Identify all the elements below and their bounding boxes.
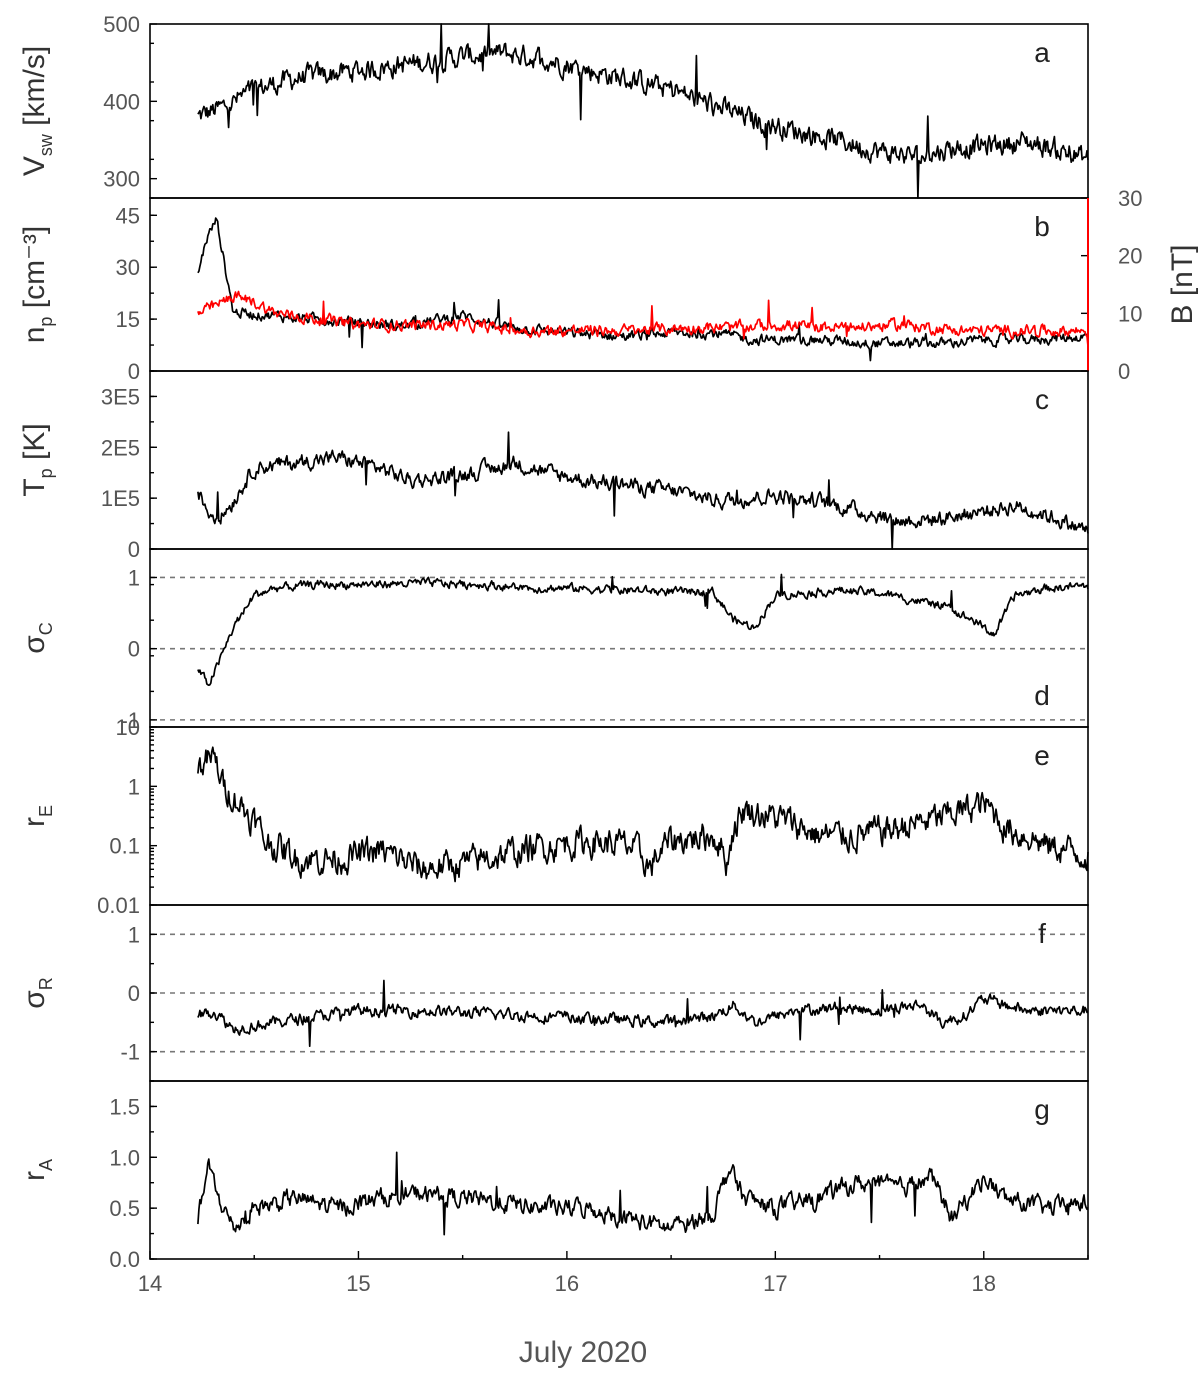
panel-f: -1 0 1 σR f (18, 904, 1089, 1082)
series-line-g-0 (197, 1151, 1089, 1236)
panel-e: 0.01 0.1 1 10 rE e (18, 715, 1089, 918)
series-line-b-0 (197, 217, 1089, 362)
y-axis-label-d: σC (18, 622, 56, 654)
panel-a: 300 400 500 Vsw [km/s] a (18, 12, 1089, 199)
y-axis-label-b: np [cm⁻³] (18, 226, 56, 344)
panel-frame-b (149, 197, 1089, 372)
right-y-tick-label-1: 10 (1118, 301, 1142, 326)
series-line-b-1 (197, 290, 1089, 347)
panel-frame-e (149, 726, 1089, 906)
x-tick-label-3: 17 (763, 1271, 787, 1296)
y-tick-label-d-2: 1 (128, 565, 140, 590)
y-tick-label-c-0: 0 (128, 537, 140, 562)
panel-frame-c (149, 370, 1089, 550)
y-tick-label-e-1: 0.1 (109, 834, 140, 859)
panel-letter-c: c (1035, 384, 1049, 415)
right-axis-label: B [nT] (1166, 244, 1199, 324)
y-tick-label-f-1: 0 (128, 981, 140, 1006)
y-tick-label-e-3: 10 (116, 715, 140, 740)
panel-frame-a (149, 23, 1089, 199)
panel-g: 0.0 0.5 1.0 1.5 rA g (18, 1080, 1089, 1272)
y-tick-label-d-0: -1 (120, 708, 140, 733)
y-tick-label-e-0: 0.01 (97, 893, 140, 918)
y-tick-label-g-1: 0.5 (109, 1196, 140, 1221)
right-y-tick-label-2: 20 (1118, 244, 1142, 269)
x-tick-label-0: 14 (138, 1271, 162, 1296)
series-line-a-0 (197, 23, 1089, 199)
panel-letter-a: a (1034, 37, 1050, 68)
y-axis-label-a: Vsw [km/s] (18, 46, 56, 176)
y-tick-label-c-2: 2E5 (101, 435, 140, 460)
y-tick-label-c-1: 1E5 (101, 486, 140, 511)
y-tick-label-b-1: 15 (116, 307, 140, 332)
x-axis-label: July 2020 (519, 1336, 647, 1369)
y-axis-label-c: Tp [K] (18, 423, 56, 496)
panel-letter-g: g (1034, 1094, 1050, 1125)
right-y-tick-label-3: 30 (1118, 186, 1142, 211)
series-line-d-0 (197, 573, 1089, 687)
series-line-e-0 (197, 746, 1089, 883)
y-tick-label-a-1: 400 (103, 89, 140, 114)
panel-letter-f: f (1038, 918, 1046, 949)
y-tick-label-g-3: 1.5 (109, 1094, 140, 1119)
y-tick-label-b-2: 30 (116, 255, 140, 280)
y-tick-label-b-0: 0 (128, 359, 140, 384)
y-tick-label-c-3: 3E5 (101, 384, 140, 409)
y-tick-label-f-0: -1 (120, 1040, 140, 1065)
panel-letter-b: b (1034, 211, 1050, 242)
y-tick-label-g-2: 1.0 (109, 1145, 140, 1170)
panel-d: -1 0 1 σC d (18, 548, 1089, 733)
y-tick-label-f-2: 1 (128, 922, 140, 947)
y-tick-label-a-0: 300 (103, 167, 140, 192)
y-tick-label-a-2: 500 (103, 12, 140, 37)
panel-letter-e: e (1034, 740, 1050, 771)
panel-c: 0 1E5 2E5 3E5 Tp [K] c (18, 370, 1089, 562)
y-axis-label-e: rE (18, 805, 56, 827)
series-line-c-0 (197, 431, 1089, 550)
x-tick-label-2: 16 (555, 1271, 579, 1296)
panel-letter-d: d (1034, 680, 1050, 711)
series-line-f-0 (197, 979, 1089, 1048)
right-y-tick-label-0: 0 (1118, 359, 1130, 384)
y-tick-label-g-0: 0.0 (109, 1247, 140, 1272)
y-axis-label-f: σR (18, 977, 56, 1009)
y-tick-label-b-3: 45 (116, 203, 140, 228)
y-axis-label-g: rA (18, 1159, 56, 1181)
x-tick-label-4: 18 (972, 1271, 996, 1296)
y-tick-label-d-1: 0 (128, 637, 140, 662)
x-tick-label-1: 15 (346, 1271, 370, 1296)
y-tick-label-e-2: 1 (128, 774, 140, 799)
panel-frame-d (149, 548, 1089, 728)
panel-b: 0 15 30 45 0 10 20 30 B [nT] np [cm⁻³] b (18, 186, 1199, 384)
shared-x-axis: 14 15 16 17 18 (138, 1251, 1089, 1296)
panel-frame-g (149, 1080, 1089, 1260)
